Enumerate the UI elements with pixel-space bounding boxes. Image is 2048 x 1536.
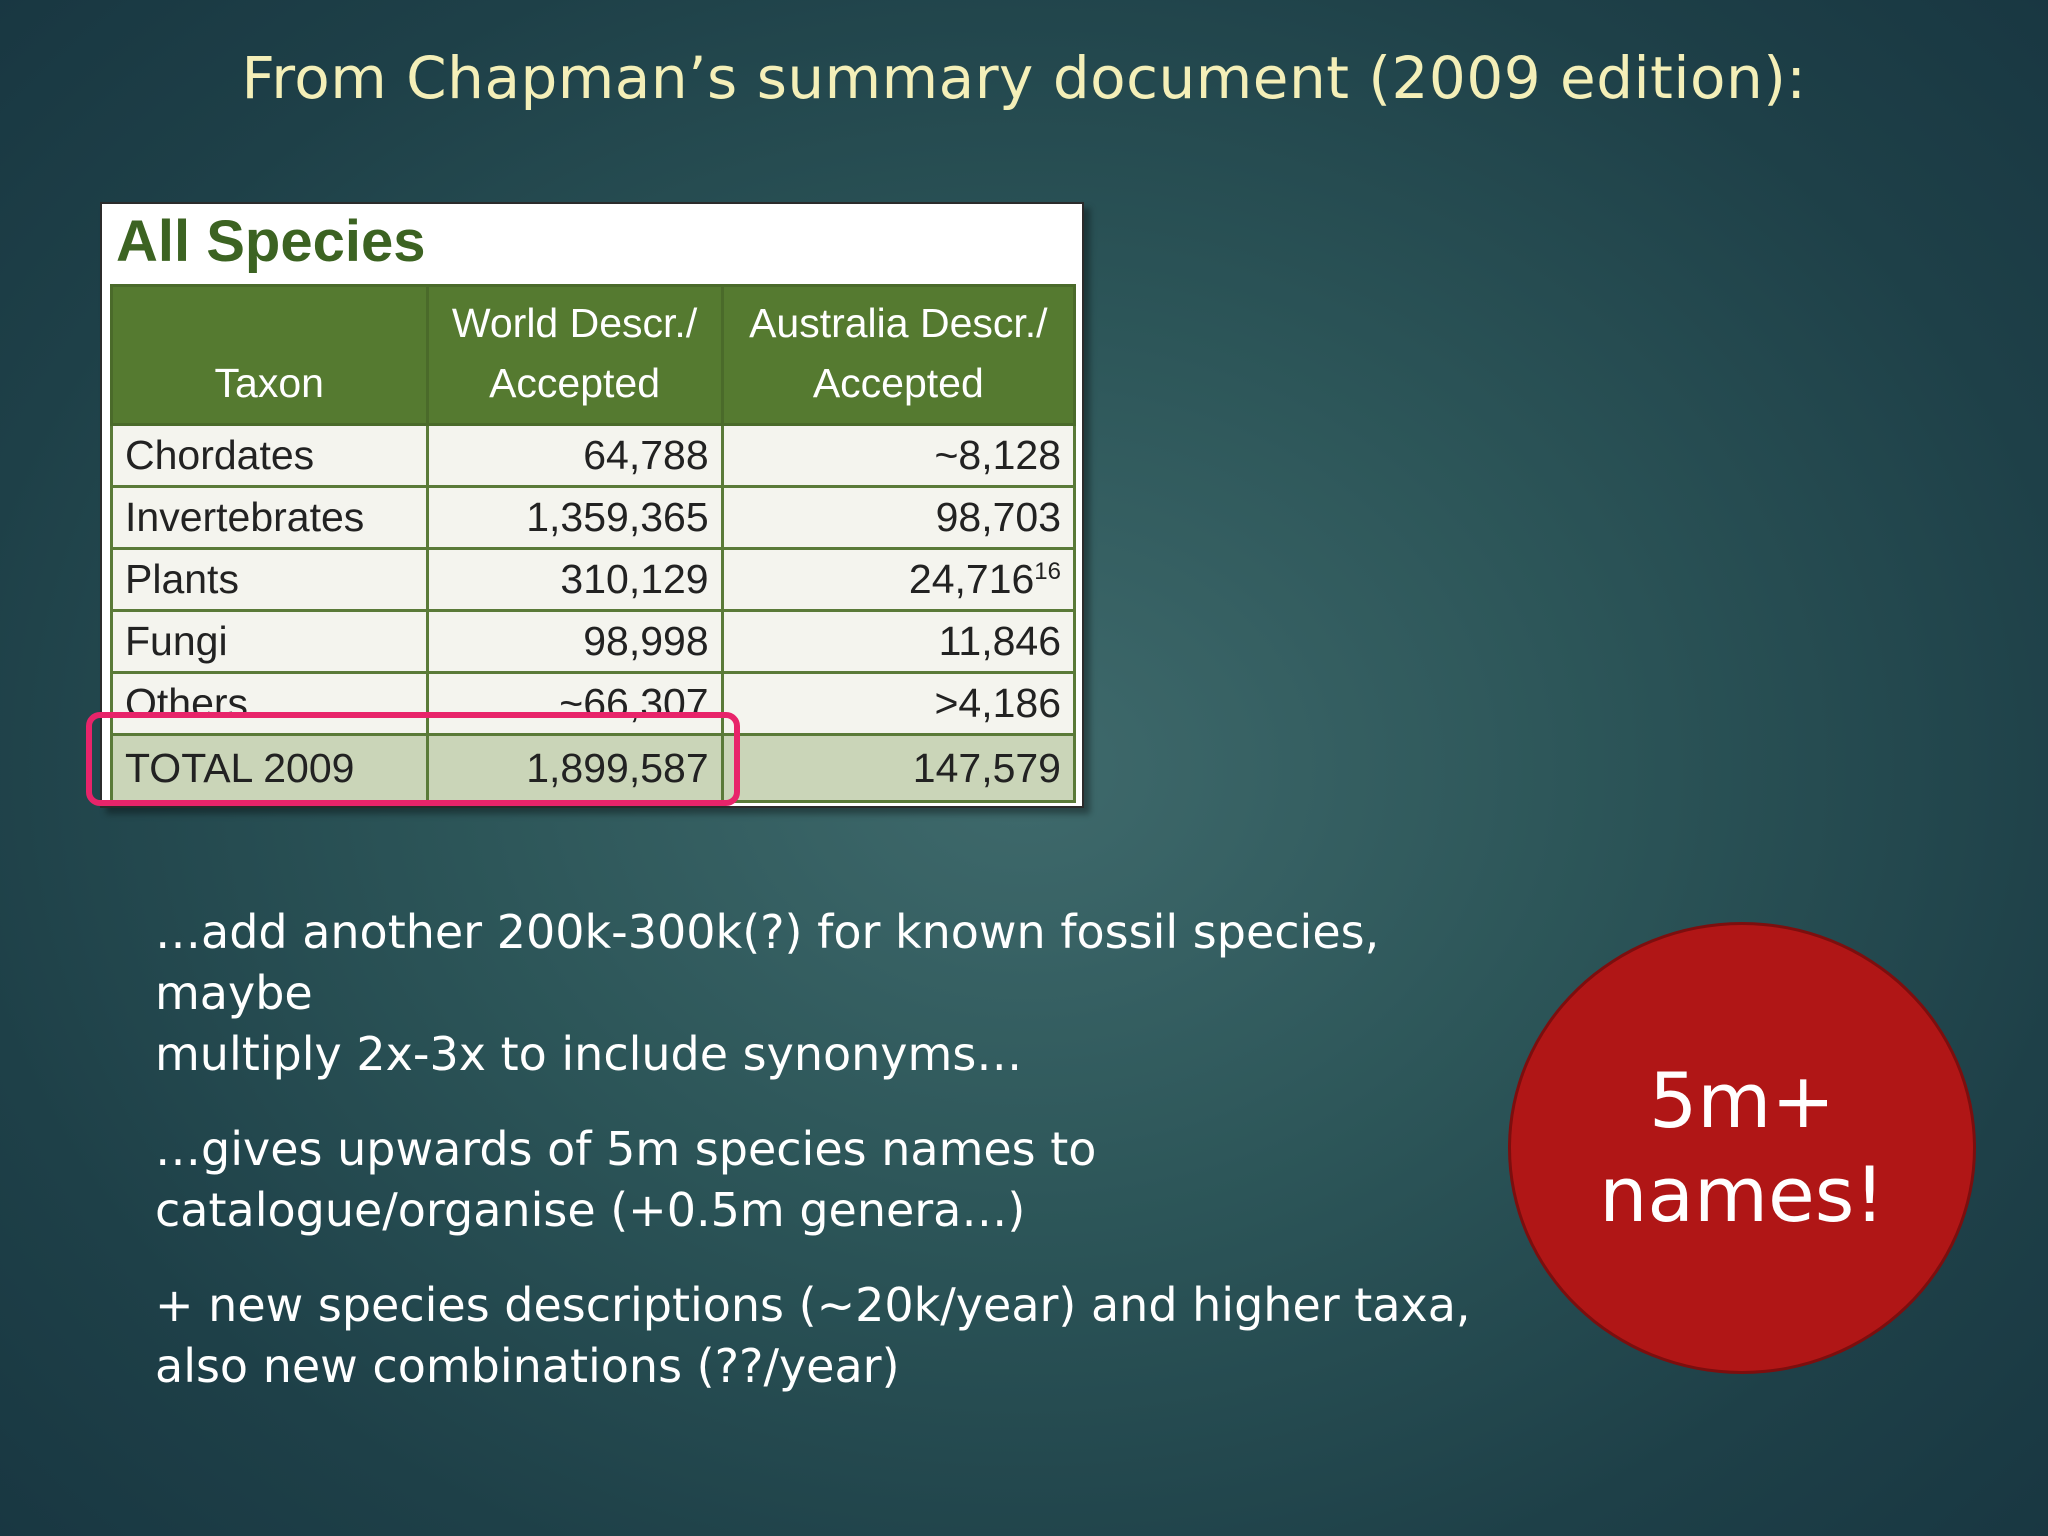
total-australia-cell: 147,579	[720, 733, 1077, 803]
taxon-cell: Chordates	[110, 423, 429, 488]
table-row: Invertebrates 1,359,365 98,703	[110, 485, 1077, 550]
australia-count-value: 24,716	[908, 556, 1035, 602]
table-row: Chordates 64,788 ~8,128	[110, 423, 1077, 488]
taxon-cell: Invertebrates	[110, 485, 429, 550]
species-table-image: All Species Taxon World Descr./Accepted …	[100, 202, 1084, 808]
header-australia: Australia Descr./Accepted	[720, 284, 1077, 426]
world-count-cell: 98,998	[425, 609, 724, 674]
taxon-cell: Fungi	[110, 609, 429, 674]
total-world-cell: 1,899,587	[425, 733, 724, 803]
paragraph-new-descriptions: + new species descriptions (~20k/year) a…	[155, 1278, 1471, 1393]
header-taxon: Taxon	[110, 284, 429, 426]
species-table: Taxon World Descr./Accepted Australia De…	[110, 284, 1077, 803]
australia-count-cell: ~8,128	[720, 423, 1077, 488]
slide-title: From Chapman’s summary document (2009 ed…	[241, 44, 1807, 112]
footnote-marker: 16	[1034, 558, 1061, 585]
table-row: Plants 310,129 24,71616	[110, 547, 1077, 612]
paragraph-species-names: …gives upwards of 5m species names to cat…	[155, 1122, 1097, 1237]
table-row: Fungi 98,998 11,846	[110, 609, 1077, 674]
table-row: Others ~66,307 >4,186	[110, 671, 1077, 736]
taxon-cell: Plants	[110, 547, 429, 612]
world-count-cell: 310,129	[425, 547, 724, 612]
world-count-cell: ~66,307	[425, 671, 724, 736]
australia-count-cell: 11,846	[720, 609, 1077, 674]
total-label-cell: TOTAL 2009	[110, 733, 429, 803]
world-count-cell: 64,788	[425, 423, 724, 488]
badge-line-2: names!	[1599, 1150, 1885, 1239]
names-count-badge: 5m+ names!	[1508, 922, 1976, 1374]
header-world: World Descr./Accepted	[425, 284, 724, 426]
table-title: All Species	[116, 209, 426, 274]
world-count-cell: 1,359,365	[425, 485, 724, 550]
paragraph-fossil-species: …add another 200k-300k(?) for known foss…	[155, 905, 1380, 1081]
taxon-cell: Others	[110, 671, 429, 736]
total-highlight-box	[86, 712, 740, 806]
table-header-row: Taxon World Descr./Accepted Australia De…	[110, 284, 1077, 426]
body-text: …add another 200k-300k(?) for known foss…	[155, 902, 1535, 1431]
australia-count-cell: 98,703	[720, 485, 1077, 550]
australia-count-cell: 24,71616	[720, 547, 1077, 612]
total-row: TOTAL 2009 1,899,587 147,579	[110, 733, 1077, 803]
badge-line-1: 5m+	[1648, 1056, 1836, 1145]
australia-count-cell: >4,186	[720, 671, 1077, 736]
